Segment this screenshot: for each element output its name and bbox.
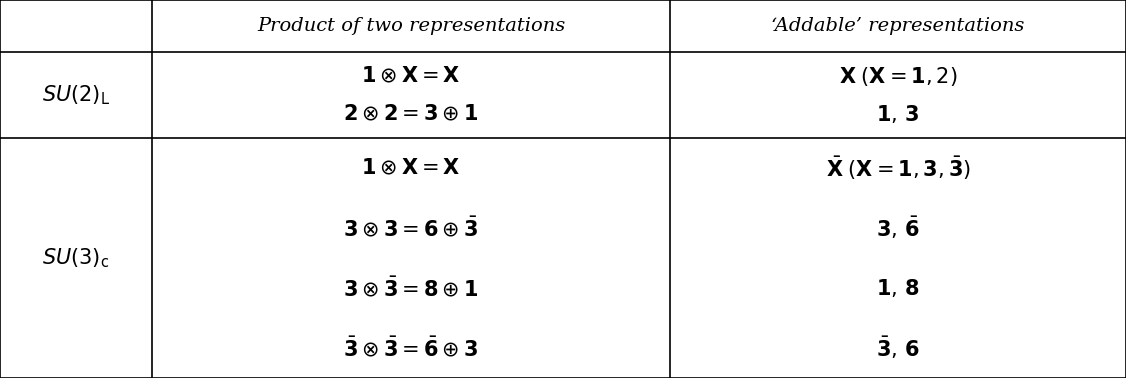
Text: $\mathbf{1},\, \mathbf{3}$: $\mathbf{1},\, \mathbf{3}$ xyxy=(876,103,920,125)
Text: $\mathbf{3} \otimes \mathbf{3} = \mathbf{6} \oplus \bar{\mathbf{3}}$: $\mathbf{3} \otimes \mathbf{3} = \mathbf… xyxy=(343,216,479,240)
Text: $\mathbf{1},\, \mathbf{8}$: $\mathbf{1},\, \mathbf{8}$ xyxy=(876,277,920,299)
Text: $SU(2)_{\mathrm{L}}$: $SU(2)_{\mathrm{L}}$ xyxy=(42,83,110,107)
Text: $\mathbf{X}\;(\mathbf{X} = \mathbf{1}, 2)$: $\mathbf{X}\;(\mathbf{X} = \mathbf{1}, 2… xyxy=(839,65,957,88)
Text: Product of two representations: Product of two representations xyxy=(257,17,565,35)
Text: $\bar{\mathbf{3}},\, \mathbf{6}$: $\bar{\mathbf{3}},\, \mathbf{6}$ xyxy=(876,335,920,361)
Text: $\mathbf{2} \otimes \mathbf{2} = \mathbf{3} \oplus \mathbf{1}$: $\mathbf{2} \otimes \mathbf{2} = \mathbf… xyxy=(343,104,479,124)
Text: $\bar{\mathbf{3}} \otimes \bar{\mathbf{3}} = \bar{\mathbf{6}} \oplus \mathbf{3}$: $\bar{\mathbf{3}} \otimes \bar{\mathbf{3… xyxy=(343,336,479,360)
Text: $SU(3)_{\mathrm{c}}$: $SU(3)_{\mathrm{c}}$ xyxy=(43,246,109,270)
Text: $\mathbf{1} \otimes \mathbf{X} = \mathbf{X}$: $\mathbf{1} \otimes \mathbf{X} = \mathbf… xyxy=(361,158,461,178)
Text: ‘Addable’ representations: ‘Addable’ representations xyxy=(771,17,1025,35)
Text: $\mathbf{3} \otimes \bar{\mathbf{3}} = \mathbf{8} \oplus \mathbf{1}$: $\mathbf{3} \otimes \bar{\mathbf{3}} = \… xyxy=(343,276,479,300)
Text: $\bar{\mathbf{X}}\;(\mathbf{X} = \mathbf{1}, \mathbf{3}, \bar{\mathbf{3}})$: $\bar{\mathbf{X}}\;(\mathbf{X} = \mathbf… xyxy=(825,154,971,181)
Text: $\mathbf{3},\, \bar{\mathbf{6}}$: $\mathbf{3},\, \bar{\mathbf{6}}$ xyxy=(876,215,920,241)
Text: $\mathbf{1} \otimes \mathbf{X} = \mathbf{X}$: $\mathbf{1} \otimes \mathbf{X} = \mathbf… xyxy=(361,66,461,86)
